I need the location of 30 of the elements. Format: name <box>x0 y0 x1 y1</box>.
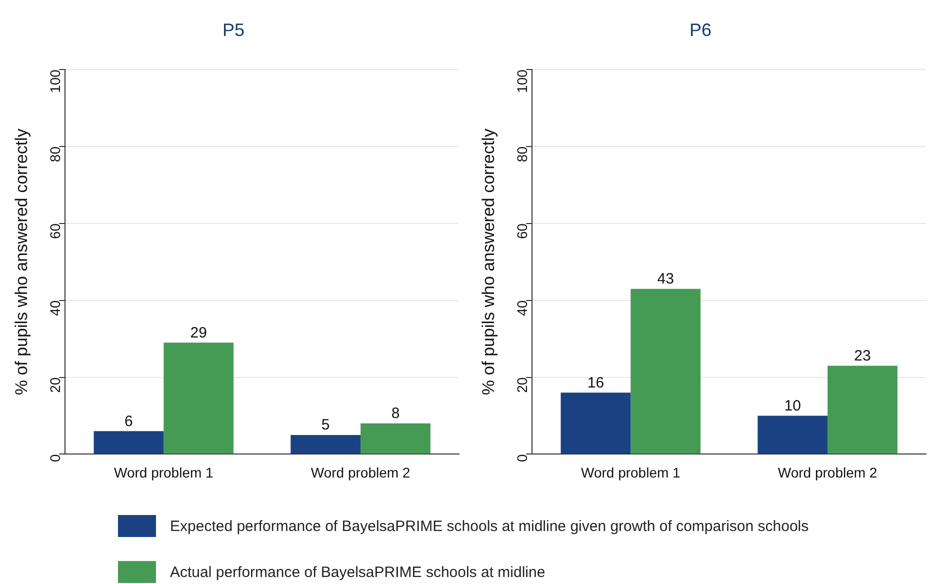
data-label: 29 <box>190 324 207 342</box>
y-tick-label: 40 <box>47 300 64 316</box>
data-label: 5 <box>321 416 330 434</box>
legend-label: Expected performance of BayelsaPRIME schools at midline given growth of comparison schools <box>170 518 809 534</box>
y-axis-title: % of pupils who answered correctly <box>478 128 498 396</box>
y-tick-label: 20 <box>514 377 530 393</box>
data-label: 23 <box>854 347 871 364</box>
y-tick-label: 60 <box>47 223 64 240</box>
y-tick-label: 80 <box>514 146 530 162</box>
y-tick-label: 100 <box>514 69 530 93</box>
data-label: 10 <box>784 397 801 414</box>
y-tick-label: 0 <box>514 454 530 462</box>
legend-label: Actual performance of BayelsaPRIME schools at midline <box>170 564 546 580</box>
y-tick-label: 20 <box>47 377 64 393</box>
y-tick-label: 60 <box>514 223 530 240</box>
data-label: 43 <box>657 270 674 288</box>
x-tick-label: Word problem 1 <box>580 464 681 480</box>
y-axis-title: % of pupils who answered correctly <box>12 128 31 396</box>
y-tick-label: 100 <box>47 69 64 93</box>
data-label: 8 <box>391 405 400 422</box>
x-tick-label: Word problem 1 <box>114 464 214 480</box>
data-label: 6 <box>124 412 133 430</box>
data-label: 16 <box>587 374 604 392</box>
y-tick-label: 0 <box>47 454 64 462</box>
chart-title: P6 <box>689 20 712 40</box>
chart-title: P5 <box>222 20 245 40</box>
x-tick-label: Word problem 2 <box>778 464 878 480</box>
y-tick-label: 80 <box>47 146 64 162</box>
x-tick-label: Word problem 2 <box>310 464 410 480</box>
y-tick-label: 40 <box>514 300 530 316</box>
